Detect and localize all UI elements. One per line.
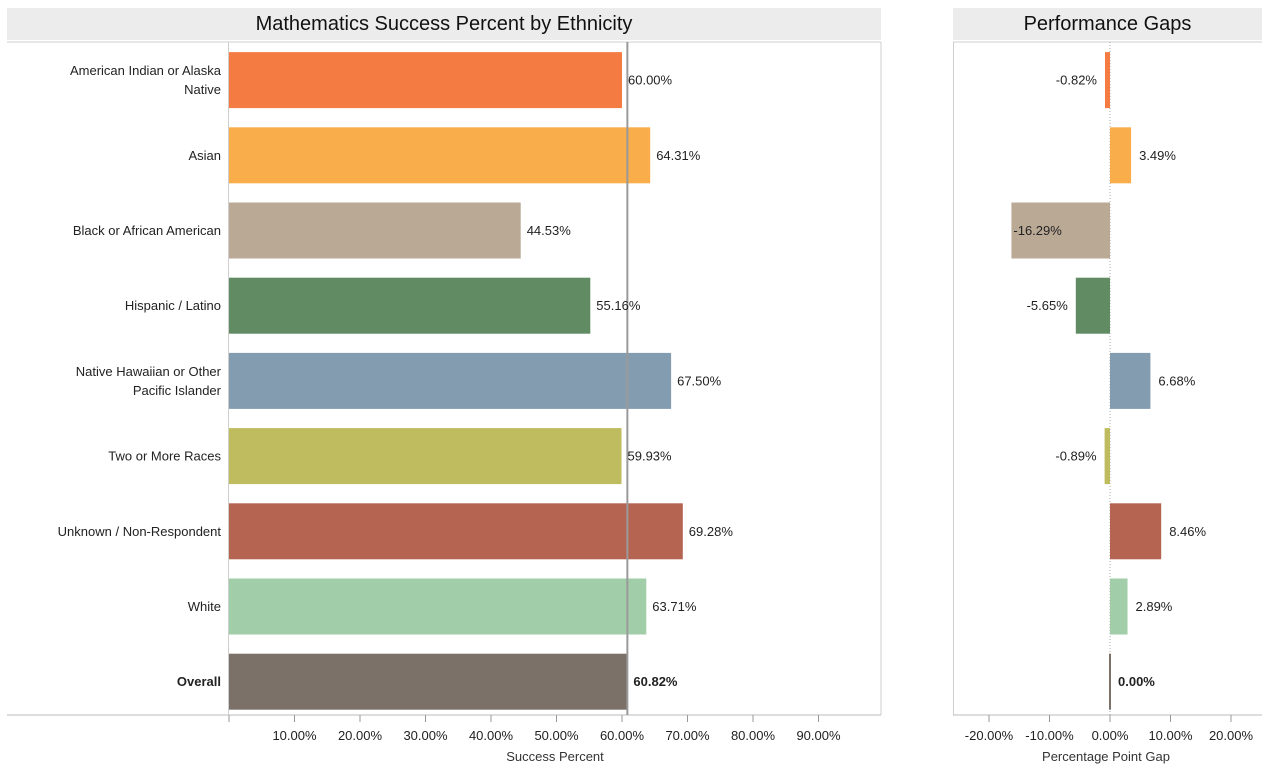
chart-title-success: Mathematics Success Percent by Ethnicity (7, 8, 881, 40)
gap-value-label: 2.89% (1136, 599, 1173, 614)
gap-bar (1110, 127, 1132, 184)
x-tick-label: 90.00% (796, 728, 841, 743)
gap-bar (1075, 277, 1110, 334)
success-bar (229, 277, 591, 334)
success-value-label: 69.28% (689, 524, 734, 539)
x-tick-label: 10.00% (272, 728, 317, 743)
x-axis-title-success: Success Percent (506, 749, 604, 764)
gap-bar (1110, 352, 1151, 409)
gap-tick-label: -20.00% (965, 728, 1014, 743)
success-bar (229, 428, 622, 485)
x-tick-label: 80.00% (731, 728, 776, 743)
category-label: Asian (188, 148, 221, 163)
success-value-label: 63.71% (652, 599, 697, 614)
category-label: American Indian or Alaska Native (70, 63, 222, 97)
gap-value-label: -16.29% (1013, 223, 1062, 238)
gap-tick-label: -10.00% (1025, 728, 1074, 743)
gap-bar (1109, 653, 1111, 710)
gap-bar (1110, 503, 1162, 560)
gap-value-label: -0.82% (1056, 73, 1098, 88)
success-value-label: 55.16% (596, 298, 641, 313)
category-label: White (188, 599, 221, 614)
x-tick-label: 50.00% (534, 728, 579, 743)
success-bar (229, 202, 521, 259)
gap-value-label: 3.49% (1139, 148, 1176, 163)
x-tick-label: 20.00% (338, 728, 383, 743)
gap-value-label: -0.89% (1055, 449, 1097, 464)
success-bar (229, 352, 672, 409)
category-label: Hispanic / Latino (125, 298, 221, 313)
category-label: Two or More Races (108, 449, 221, 464)
success-bar (229, 578, 647, 635)
success-value-label: 60.00% (628, 73, 673, 88)
gap-value-label: 0.00% (1118, 674, 1155, 689)
success-bar (229, 52, 622, 109)
gap-tick-label: 20.00% (1209, 728, 1254, 743)
success-value-label: 60.82% (633, 674, 678, 689)
success-bar (229, 127, 651, 184)
gap-value-label: 8.46% (1169, 524, 1206, 539)
success-bar (229, 653, 628, 710)
success-value-label: 64.31% (656, 148, 701, 163)
gap-value-label: -5.65% (1027, 298, 1069, 313)
x-tick-label: 70.00% (665, 728, 710, 743)
success-value-label: 44.53% (527, 223, 572, 238)
gap-tick-label: 10.00% (1148, 728, 1193, 743)
chart-title-gaps: Performance Gaps (953, 8, 1262, 40)
gap-bar (1104, 428, 1110, 485)
gap-bar (1011, 202, 1110, 259)
gap-value-label: 6.68% (1158, 373, 1195, 388)
x-tick-label: 60.00% (600, 728, 645, 743)
category-label: Black or African American (73, 223, 221, 238)
success-value-label: 59.93% (628, 449, 673, 464)
gap-bar (1110, 578, 1128, 635)
x-axis-title-gap: Percentage Point Gap (1042, 749, 1170, 764)
gap-tick-label: 0.00% (1092, 728, 1129, 743)
x-tick-label: 40.00% (469, 728, 514, 743)
category-label: Unknown / Non-Respondent (58, 524, 222, 539)
x-tick-label: 30.00% (403, 728, 448, 743)
success-bar (229, 503, 683, 560)
gap-bar (1105, 52, 1110, 109)
category-label: Overall (177, 674, 221, 689)
success-value-label: 67.50% (677, 373, 722, 388)
category-label: Native Hawaiian or Other Pacific Islander (76, 364, 222, 398)
